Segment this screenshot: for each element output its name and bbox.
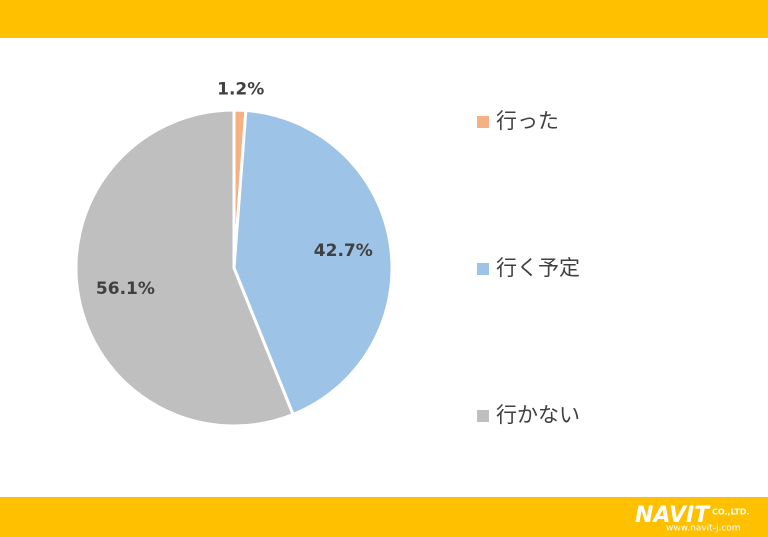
pie-slice bbox=[74, 108, 296, 428]
data-label: 1.2% bbox=[217, 80, 264, 100]
top-bar bbox=[0, 0, 768, 38]
legend-label: 行く予定 bbox=[496, 256, 580, 280]
logo-url: www.navit-j.com bbox=[666, 524, 741, 534]
logo: NAVIT bbox=[635, 503, 711, 528]
bottom-bar bbox=[0, 497, 768, 537]
legend-swatch bbox=[477, 410, 489, 422]
data-label: 56.1% bbox=[96, 279, 155, 299]
pie-slice bbox=[232, 108, 394, 417]
legend-label: 行かない bbox=[496, 403, 580, 427]
legend-swatch bbox=[477, 116, 489, 128]
data-label: 42.7% bbox=[314, 241, 373, 261]
legend-swatch bbox=[477, 263, 489, 275]
logo-company: CO.,LTD. bbox=[712, 508, 749, 517]
legend-label: 行った bbox=[496, 109, 559, 133]
